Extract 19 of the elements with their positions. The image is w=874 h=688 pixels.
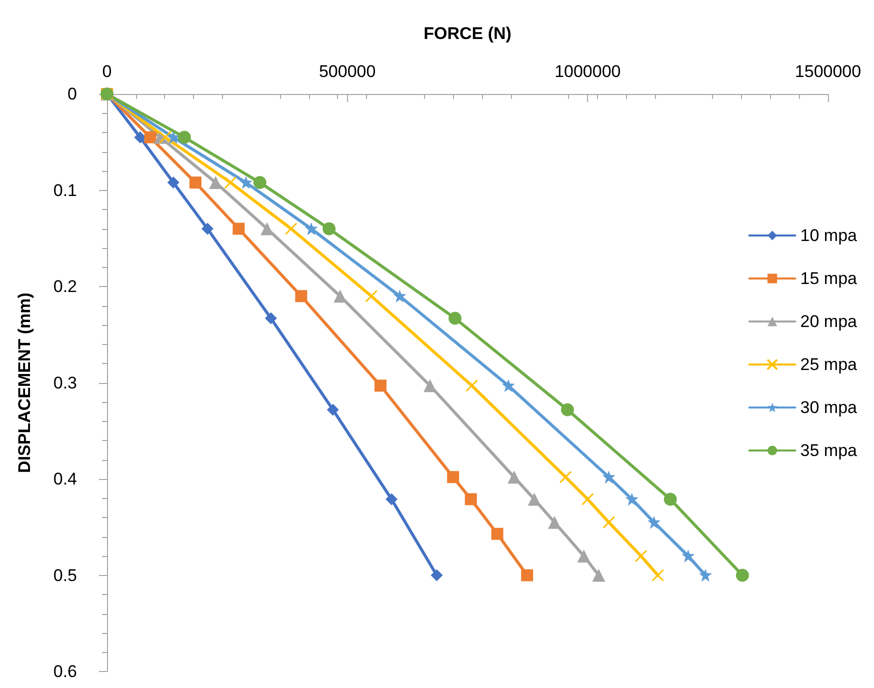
y-tick-label: 0.6 bbox=[53, 662, 77, 681]
x-axis-title: FORCE (N) bbox=[424, 24, 512, 43]
x-tick-label: 1500000 bbox=[794, 62, 862, 81]
legend-label: 20 mpa bbox=[800, 312, 858, 331]
y-tick-label: 0.3 bbox=[53, 373, 77, 392]
legend-label: 25 mpa bbox=[800, 355, 858, 374]
legend-label: 15 mpa bbox=[800, 269, 858, 288]
legend-label: 10 mpa bbox=[800, 226, 858, 245]
legend-label: 30 mpa bbox=[800, 398, 858, 417]
x-tick-label: 0 bbox=[102, 62, 112, 81]
x-tick-label: 500000 bbox=[318, 62, 376, 81]
y-tick-label: 0.1 bbox=[53, 180, 77, 200]
y-axis-title: DISPLACEMENT (mm) bbox=[15, 292, 34, 473]
x-tick-label: 1000000 bbox=[554, 62, 621, 81]
y-tick-label: 0.2 bbox=[53, 277, 77, 296]
y-tick-label: 0.4 bbox=[53, 470, 77, 488]
y-tick-label: 0 bbox=[68, 84, 77, 104]
y-tick-label: 0.5 bbox=[53, 566, 77, 585]
legend-label: 35 mpa bbox=[800, 441, 858, 460]
